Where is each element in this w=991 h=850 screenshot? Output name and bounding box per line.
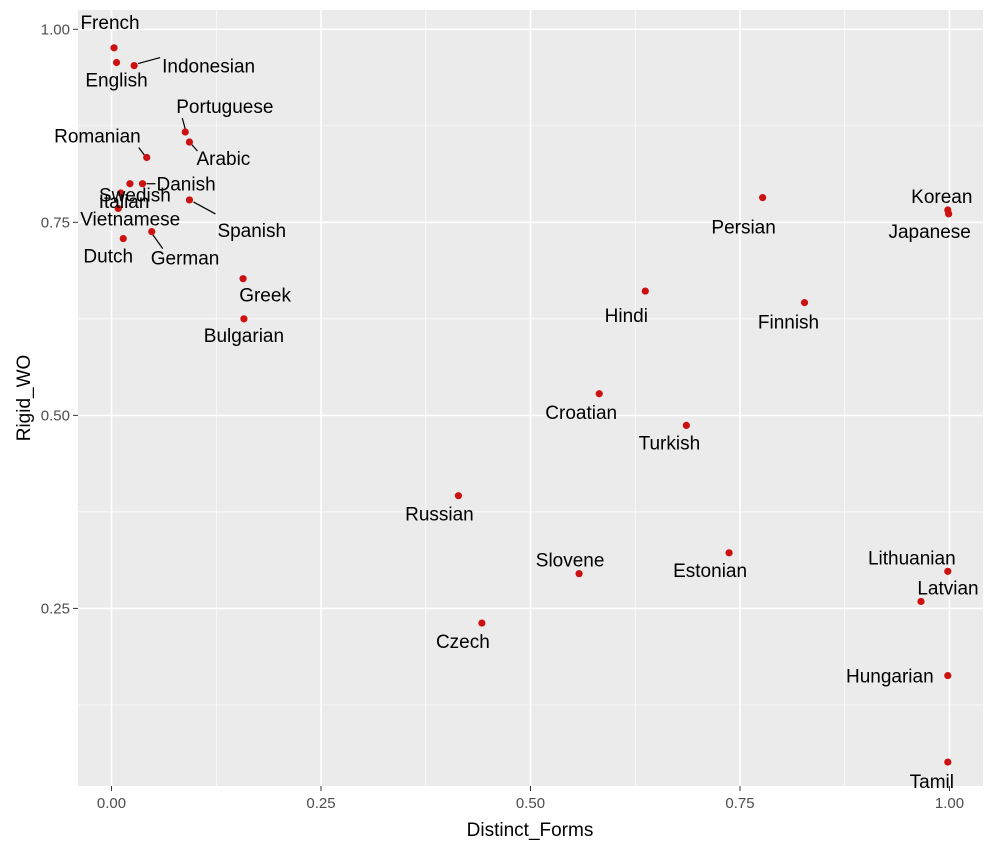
x-tick-label: 0.25	[306, 795, 335, 812]
point-japanese	[945, 210, 953, 218]
data-points	[110, 44, 953, 766]
point-estonian	[725, 549, 733, 557]
point-hindi	[641, 287, 649, 295]
point-portuguese	[181, 128, 189, 136]
x-tick-label: 0.75	[725, 795, 754, 812]
x-axis-title: Distinct_Forms	[467, 820, 594, 841]
y-tick-label: 1.00	[41, 21, 70, 38]
point-german	[148, 228, 156, 236]
point-greek	[239, 275, 247, 283]
point-dutch	[119, 234, 127, 243]
point-italian	[117, 189, 125, 197]
point-label-portuguese: Portuguese	[176, 97, 273, 118]
point-danish	[138, 180, 147, 188]
point-label-bulgarian: Bulgarian	[204, 326, 284, 347]
point-label-greek: Greek	[239, 286, 291, 307]
point-tamil	[944, 758, 952, 766]
point-label-hungarian: Hungarian	[846, 667, 934, 688]
point-croatian	[595, 390, 603, 398]
point-label-lithuanian: Lithuanian	[868, 548, 956, 569]
point-label-persian: Persian	[711, 218, 775, 239]
x-tick-label: 0.50	[516, 795, 545, 812]
point-english	[112, 58, 121, 67]
major-gridlines	[78, 10, 983, 786]
point-persian	[759, 194, 767, 202]
point-label-estonian: Estonian	[673, 561, 747, 582]
y-tick-label: 0.75	[41, 214, 70, 231]
leader-line-portuguese	[181, 117, 186, 130]
point-indonesian	[130, 61, 138, 70]
point-label-romanian: Romanian	[54, 126, 141, 147]
point-label-arabic: Arabic	[196, 149, 250, 170]
label-leader-lines	[137, 57, 216, 249]
leader-line-german	[152, 234, 164, 249]
point-label-turkish: Turkish	[639, 433, 701, 454]
y-axis: 0.25 0.50 0.75 1.00	[41, 21, 78, 617]
point-label-latvian: Latvian	[917, 578, 978, 599]
point-swedish	[126, 180, 134, 188]
point-labels: French English Indonesian Portuguese Arabic R…	[54, 13, 979, 793]
point-arabic	[185, 138, 194, 146]
point-romanian	[143, 153, 151, 162]
point-label-italian: Italian	[99, 192, 150, 213]
point-hungarian	[944, 671, 952, 680]
point-label-tamil: Tamil	[910, 772, 954, 793]
point-label-spanish: Spanish	[217, 221, 286, 242]
point-label-korean: Korean	[911, 187, 972, 208]
point-czech	[478, 619, 486, 627]
point-latvian	[917, 597, 925, 606]
y-tick-label: 0.25	[41, 600, 70, 617]
point-label-japanese: Japanese	[888, 222, 970, 243]
point-label-english: English	[85, 71, 147, 92]
point-lithuanian	[944, 567, 952, 575]
y-axis-title: Rigid_WO	[14, 355, 35, 442]
point-label-hindi: Hindi	[605, 306, 648, 327]
point-french	[110, 44, 118, 52]
point-label-croatian: Croatian	[545, 403, 617, 424]
point-label-vietnamese: Vietnamese	[80, 209, 180, 230]
point-label-german: German	[151, 249, 220, 270]
leader-line-spanish	[193, 201, 216, 215]
point-label-french: French	[80, 13, 139, 34]
point-russian	[454, 492, 463, 500]
point-label-danish: Danish	[157, 175, 216, 196]
point-label-dutch: Dutch	[83, 247, 133, 268]
y-tick-label: 0.50	[41, 407, 70, 424]
point-slovene	[575, 570, 583, 578]
x-tick-label: 1.00	[935, 795, 964, 812]
leader-line-romanian	[138, 147, 146, 156]
point-label-swedish: Swedish	[99, 186, 171, 207]
point-label-slovene: Slovene	[536, 551, 605, 572]
point-finnish	[800, 299, 809, 307]
x-tick-label: 0.00	[97, 795, 126, 812]
x-axis: 0.00 0.25 0.50 0.75 1.00	[97, 786, 964, 812]
point-label-russian: Russian	[405, 505, 474, 526]
point-vietnamese	[114, 204, 122, 213]
point-turkish	[682, 421, 690, 430]
leader-line-indonesian	[137, 57, 161, 65]
point-bulgarian	[240, 315, 248, 323]
point-label-indonesian: Indonesian	[162, 57, 255, 78]
point-spanish	[185, 196, 194, 204]
point-label-finnish: Finnish	[758, 313, 819, 334]
point-label-czech: Czech	[436, 632, 490, 653]
